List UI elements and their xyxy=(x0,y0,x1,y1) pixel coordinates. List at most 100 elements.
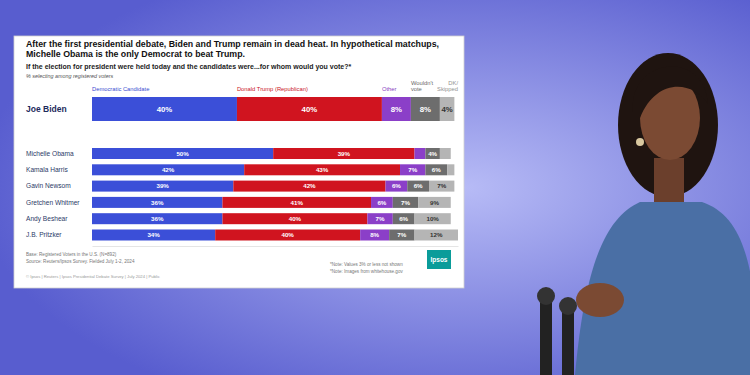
bar-segment xyxy=(393,197,418,208)
bar-segment xyxy=(233,181,385,192)
annotation: Base: Registered Voters in the U.S. (N=8… xyxy=(26,252,117,257)
bar-segment xyxy=(400,164,425,175)
legend-entry-line: Wouldn't xyxy=(411,80,434,86)
logo-box xyxy=(427,250,451,269)
bar-segment xyxy=(418,197,451,208)
bar-segment xyxy=(415,230,458,241)
bar-segment xyxy=(237,97,382,121)
data-label: 8% xyxy=(420,105,431,114)
x-axis xyxy=(93,246,459,247)
data-label: 6% xyxy=(377,199,386,206)
bar-segment xyxy=(429,181,454,192)
data-label: 7% xyxy=(401,199,410,206)
subtitle: If the election for president were held … xyxy=(26,63,351,71)
category-label: Andy Beshear xyxy=(26,215,68,223)
legend-entry: Other xyxy=(382,86,397,92)
category-label: J.B. Pritzker xyxy=(26,231,62,238)
legend-entry-line: vote xyxy=(411,86,422,92)
annotation: Source: Reuters/Ipsos Survey. Fielded Ju… xyxy=(26,259,135,264)
photo-mic-head xyxy=(559,297,577,315)
bar-segment xyxy=(382,97,411,121)
page: After the first presidential debate, Bid… xyxy=(0,0,750,375)
legend-entry: DK/Skipped xyxy=(437,80,458,93)
bar-segment xyxy=(244,164,400,175)
photo-neck xyxy=(654,158,684,203)
data-label: 40% xyxy=(281,231,294,238)
data-label: 39% xyxy=(156,182,169,189)
bar-segment xyxy=(92,148,273,159)
bar-segment xyxy=(92,197,222,208)
data-label: 36% xyxy=(151,215,164,222)
data-label: 4% xyxy=(428,150,437,157)
bar-segment xyxy=(92,97,237,121)
bar-segment xyxy=(440,97,454,121)
bar-segment xyxy=(415,148,426,159)
data-label: 43% xyxy=(316,166,329,173)
bar-segment xyxy=(92,230,215,241)
bar-segment xyxy=(215,230,360,241)
bar-segment xyxy=(415,213,451,224)
bar-segment xyxy=(367,213,392,224)
bar-segment xyxy=(425,148,439,159)
data-label: 6% xyxy=(414,182,423,189)
legend-entry: Democratic Candidate xyxy=(92,86,149,92)
bar-segment xyxy=(360,230,389,241)
bar-segment xyxy=(92,213,222,224)
category-label: Gretchen Whitmer xyxy=(26,199,80,206)
annotation: % selecting among registered voters xyxy=(26,73,113,79)
legend-entry-line: Skipped xyxy=(437,86,458,92)
bar-segment xyxy=(371,197,393,208)
data-label: 8% xyxy=(370,231,379,238)
data-label: 40% xyxy=(157,105,173,114)
bar-segment xyxy=(92,181,233,192)
bar-segment xyxy=(393,213,415,224)
data-label: 7% xyxy=(397,231,406,238)
data-label: 7% xyxy=(376,215,385,222)
data-label: 6% xyxy=(399,215,408,222)
bar-segment xyxy=(389,230,414,241)
title-line: Michelle Obama is the only Democrat to b… xyxy=(26,49,245,59)
photo-hand xyxy=(576,283,624,317)
data-label: 7% xyxy=(408,166,417,173)
photo-hair-top xyxy=(633,66,708,118)
legend-entry: Donald Trump (Republican) xyxy=(237,86,308,92)
bar-segment xyxy=(411,97,440,121)
data-label: 4% xyxy=(441,105,452,114)
data-label: 34% xyxy=(147,231,160,238)
bar-segment xyxy=(425,164,447,175)
category-label: Kamala Harris xyxy=(26,166,68,173)
data-label: 50% xyxy=(176,150,189,157)
legend-entry: Wouldn'tvote xyxy=(411,80,434,93)
data-label: 6% xyxy=(392,182,401,189)
bar-segment xyxy=(386,181,408,192)
photo-body xyxy=(575,202,750,375)
bar-segment xyxy=(273,148,414,159)
photo-mic-head xyxy=(537,287,555,305)
annotation: *Note: Images from whitehouse.gov xyxy=(330,269,403,274)
data-label: 42% xyxy=(303,182,316,189)
data-label: 40% xyxy=(302,105,318,114)
data-label: 40% xyxy=(289,215,302,222)
data-label: 39% xyxy=(338,150,351,157)
bars xyxy=(92,97,458,241)
data-label: 7% xyxy=(437,182,446,189)
bar-segment xyxy=(407,181,429,192)
annotation: © Ipsos | Reuters | Ipsos Presidential D… xyxy=(26,274,160,279)
bar-segment xyxy=(222,197,371,208)
x-axis-line xyxy=(93,246,459,247)
title-line: After the first presidential debate, Bid… xyxy=(26,39,439,49)
title: After the first presidential debate, Bid… xyxy=(26,39,439,59)
bar-segment xyxy=(440,148,451,159)
data-label: 6% xyxy=(432,166,441,173)
legend-entry-line: DK/ xyxy=(448,80,458,86)
photo-mic xyxy=(562,310,574,375)
data-label: 10% xyxy=(426,215,439,222)
category-label: Michelle Obama xyxy=(26,150,74,157)
bar-segment xyxy=(447,164,454,175)
logo-text: Ipsos xyxy=(431,256,448,264)
category-label: Gavin Newsom xyxy=(26,182,71,189)
bar-segment xyxy=(222,213,367,224)
data-label: 36% xyxy=(151,199,164,206)
photo-earring xyxy=(636,138,644,146)
chart-card xyxy=(14,36,464,288)
